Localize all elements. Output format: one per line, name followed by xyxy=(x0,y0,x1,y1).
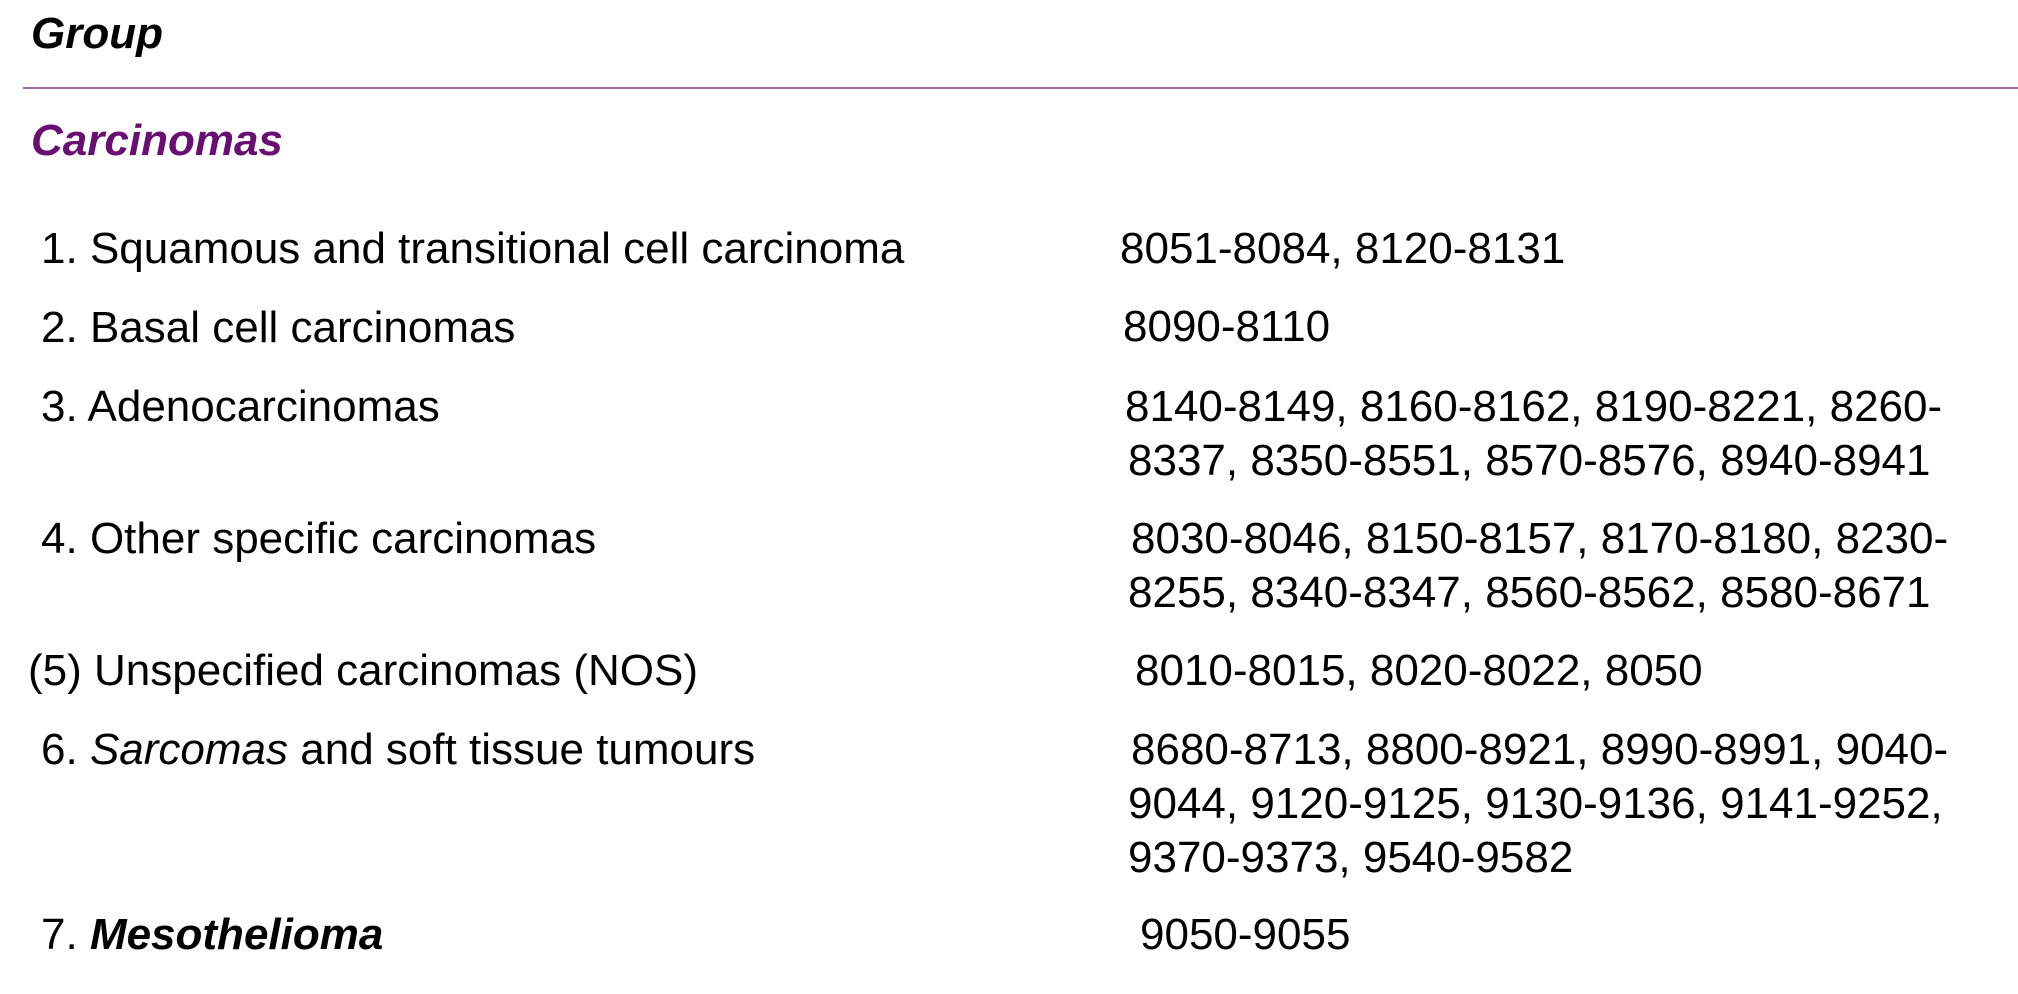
row-label-text: Adenocarcinomas xyxy=(87,382,440,431)
table-row-1-label: 1. Squamous and transitional cell carcin… xyxy=(41,221,904,277)
code-line: 8255, 8340-8347, 8560-8562, 8580-8671 xyxy=(1128,568,1931,617)
code-line: 8140-8149, 8160-8162, 8190-8221, 8260- xyxy=(1125,382,1943,431)
section-heading: Carcinomas xyxy=(31,116,283,165)
row-label-emphasis: Mesothelioma xyxy=(89,910,384,959)
code-line: 8030-8046, 8150-8157, 8170-8180, 8230- xyxy=(1131,514,1949,563)
header-divider xyxy=(23,87,2018,89)
table-row-3-codes: 8140-8149, 8160-8162, 8190-8221, 8260- 8… xyxy=(1125,380,1942,488)
code-line: 9050-9055 xyxy=(1140,910,1351,959)
code-line: 8051-8084, 8120-8131 xyxy=(1120,224,1566,273)
code-line: 9370-9373, 9540-9582 xyxy=(1128,833,1574,882)
row-label-text: Basal cell carcinomas xyxy=(89,303,516,352)
row-number: 1. xyxy=(41,224,78,273)
code-line: 8337, 8350-8551, 8570-8576, 8940-8941 xyxy=(1128,436,1931,485)
row-number: 4. xyxy=(41,514,78,563)
row-label-text: Squamous and transitional cell carcinoma xyxy=(89,224,905,273)
row-number: 2. xyxy=(41,303,78,352)
row-number: 6. xyxy=(41,725,78,774)
row-label-emphasis: Sarcomas xyxy=(89,725,289,774)
table-row-7-label: 7. Mesothelioma xyxy=(41,907,383,963)
code-line: 9044, 9120-9125, 9130-9136, 9141-9252, xyxy=(1128,779,1943,828)
row-label-text: Other specific carcinomas xyxy=(89,514,597,563)
table-row-1-codes: 8051-8084, 8120-8131 xyxy=(1120,222,1565,276)
table-row-2-codes: 8090-8110 xyxy=(1123,300,1330,354)
header-title: Group xyxy=(31,9,163,58)
code-line: 8010-8015, 8020-8022, 8050 xyxy=(1135,646,1703,695)
table-row-2-label: 2. Basal cell carcinomas xyxy=(41,300,515,356)
row-label-text: Unspecified carcinomas (NOS) xyxy=(94,646,698,695)
table-row-5-label: (5) Unspecified carcinomas (NOS) xyxy=(28,643,698,699)
row-number: (5) xyxy=(28,646,82,695)
table-row-6-codes: 8680-8713, 8800-8921, 8990-8991, 9040- 9… xyxy=(1128,723,1949,885)
table-row-7-codes: 9050-9055 xyxy=(1140,908,1350,962)
code-line: 8680-8713, 8800-8921, 8990-8991, 9040- xyxy=(1131,725,1949,774)
table-row-3-label: 3. Adenocarcinomas xyxy=(41,379,440,435)
code-line: 8090-8110 xyxy=(1123,302,1331,351)
table-row-5-codes: 8010-8015, 8020-8022, 8050 xyxy=(1135,644,1703,698)
row-number: 3. xyxy=(41,382,78,431)
table-row-4-label: 4. Other specific carcinomas xyxy=(41,511,596,567)
row-label-text: and soft tissue tumours xyxy=(300,725,756,774)
row-number: 7. xyxy=(41,910,78,959)
table-row-4-codes: 8030-8046, 8150-8157, 8170-8180, 8230- 8… xyxy=(1128,512,1949,620)
table-row-6-label: 6. Sarcomas and soft tissue tumours xyxy=(41,722,755,778)
